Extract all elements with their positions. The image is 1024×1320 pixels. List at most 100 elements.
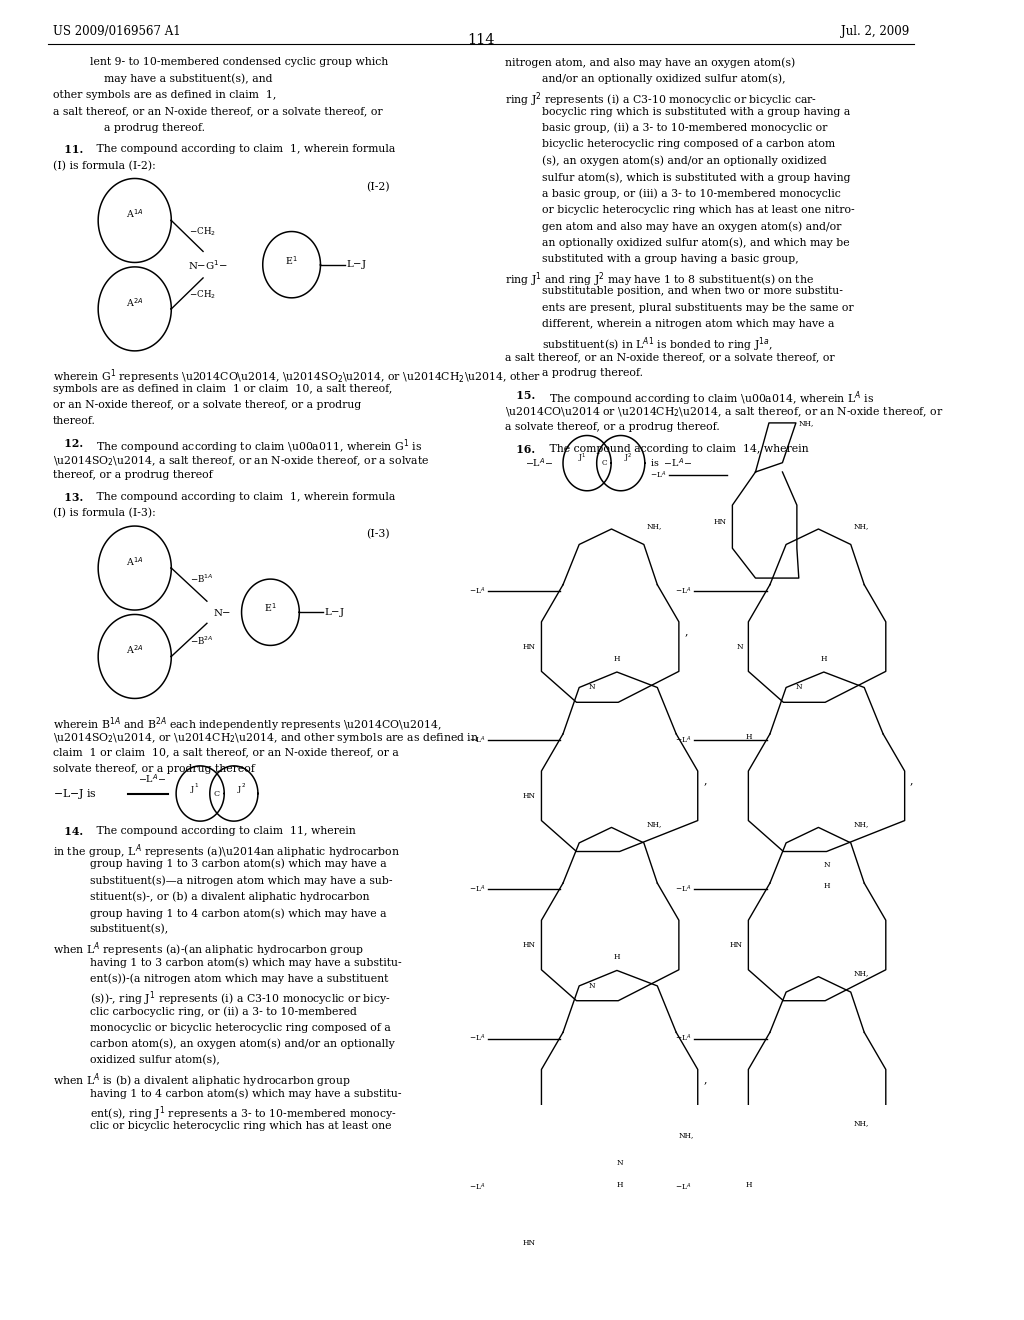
Text: $-$L$^A$: $-$L$^A$ (469, 1032, 484, 1044)
Text: (I-2): (I-2) (366, 182, 389, 193)
Text: substituent(s),: substituent(s), (89, 924, 169, 935)
Text: L$-$J: L$-$J (345, 259, 367, 271)
Text: N: N (616, 1159, 623, 1167)
Text: $-$L$^A$: $-$L$^A$ (649, 470, 666, 480)
Text: clic or bicyclic heterocyclic ring which has at least one: clic or bicyclic heterocyclic ring which… (89, 1121, 391, 1131)
Text: $-$L$^A$: $-$L$^A$ (676, 585, 692, 597)
Text: stituent(s)-, or (b) a divalent aliphatic hydrocarbon: stituent(s)-, or (b) a divalent aliphati… (89, 891, 369, 902)
Text: E$^1$: E$^1$ (286, 253, 298, 267)
Text: The compound according to claim \u00a014, wherein L$^A$ is: The compound according to claim \u00a014… (546, 389, 873, 408)
Text: J$^1$: J$^1$ (578, 451, 587, 466)
Text: H: H (745, 733, 752, 742)
Text: lent 9- to 10-membered condensed cyclic group which: lent 9- to 10-membered condensed cyclic … (89, 58, 388, 67)
Text: The compound according to claim  11, wherein: The compound according to claim 11, wher… (93, 826, 356, 837)
Text: a solvate thereof, or a prodrug thereof.: a solvate thereof, or a prodrug thereof. (505, 422, 720, 432)
Text: A$^{1A}$: A$^{1A}$ (126, 207, 143, 220)
Text: ,: , (684, 626, 688, 636)
Text: $-$CH$_2$: $-$CH$_2$ (188, 226, 216, 239)
Text: L$-$J: L$-$J (325, 606, 345, 619)
Text: N$-$: N$-$ (213, 607, 231, 618)
Text: NH,: NH, (853, 969, 868, 978)
Text: 114: 114 (467, 33, 495, 48)
Text: gen atom and also may have an oxygen atom(s) and/or: gen atom and also may have an oxygen ato… (542, 220, 841, 231)
Text: a salt thereof, or an N-oxide thereof, or a solvate thereof, or: a salt thereof, or an N-oxide thereof, o… (505, 352, 835, 362)
Text: 15.: 15. (505, 389, 536, 400)
Text: ring J$^1$ and ring J$^2$ may have 1 to 8 substituent(s) on the: ring J$^1$ and ring J$^2$ may have 1 to … (505, 271, 814, 289)
Text: ring J$^2$ represents (i) a C3-10 monocyclic or bicyclic car-: ring J$^2$ represents (i) a C3-10 monocy… (505, 90, 817, 108)
Text: N: N (823, 861, 829, 869)
Text: group having 1 to 3 carbon atom(s) which may have a: group having 1 to 3 carbon atom(s) which… (89, 859, 386, 870)
Text: $-$L$-$J is: $-$L$-$J is (53, 787, 96, 800)
Text: N: N (736, 643, 743, 651)
Text: HN: HN (523, 643, 536, 651)
Text: The compound according to claim  14, wherein: The compound according to claim 14, wher… (546, 444, 808, 454)
Text: US 2009/0169567 A1: US 2009/0169567 A1 (53, 25, 180, 38)
Text: substituent(s) in L$^{A1}$ is bonded to ring J$^{1a}$,: substituent(s) in L$^{A1}$ is bonded to … (542, 335, 772, 354)
Text: A$^{1A}$: A$^{1A}$ (126, 556, 143, 568)
Text: J$^2$: J$^2$ (625, 451, 633, 466)
Text: basic group, (ii) a 3- to 10-membered monocyclic or: basic group, (ii) a 3- to 10-membered mo… (542, 123, 827, 133)
Text: different, wherein a nitrogen atom which may have a: different, wherein a nitrogen atom which… (542, 319, 835, 329)
Text: substituted with a group having a basic group,: substituted with a group having a basic … (542, 253, 799, 264)
Text: NH,: NH, (853, 521, 868, 529)
Text: 16.: 16. (505, 444, 536, 454)
Text: N$-$G$^1$$-$: N$-$G$^1$$-$ (187, 257, 227, 272)
Text: Jul. 2, 2009: Jul. 2, 2009 (842, 25, 909, 38)
Text: clic carbocyclic ring, or (ii) a 3- to 10-membered: clic carbocyclic ring, or (ii) a 3- to 1… (89, 1006, 356, 1016)
Text: HN: HN (523, 941, 536, 949)
Text: ent(s), ring J$^1$ represents a 3- to 10-membered monocy-: ent(s), ring J$^1$ represents a 3- to 10… (89, 1105, 396, 1123)
Text: H: H (745, 1181, 752, 1189)
Text: $-$L$^A$$-$: $-$L$^A$$-$ (137, 772, 166, 784)
Text: is  $-$L$^A$$-$: is $-$L$^A$$-$ (649, 457, 691, 470)
Text: bicyclic heterocyclic ring composed of a carbon atom: bicyclic heterocyclic ring composed of a… (542, 139, 835, 149)
Text: other symbols are as defined in claim  1,: other symbols are as defined in claim 1, (53, 90, 276, 100)
Text: (I) is formula (I-3):: (I) is formula (I-3): (53, 508, 156, 519)
Text: $-$L$^A$: $-$L$^A$ (469, 1183, 484, 1193)
Text: NH,: NH, (679, 1131, 694, 1139)
Text: A$^{2A}$: A$^{2A}$ (126, 296, 143, 309)
Text: carbon atom(s), an oxygen atom(s) and/or an optionally: carbon atom(s), an oxygen atom(s) and/or… (89, 1039, 394, 1049)
Text: or an N-oxide thereof, or a solvate thereof, or a prodrug: or an N-oxide thereof, or a solvate ther… (53, 400, 361, 411)
Text: HN: HN (730, 941, 743, 949)
Text: N: N (589, 982, 595, 990)
Text: J$^1$: J$^1$ (189, 781, 199, 796)
Text: HN: HN (523, 792, 536, 800)
Text: The compound according to claim  1, wherein formula: The compound according to claim 1, where… (93, 492, 395, 502)
Text: a prodrug thereof.: a prodrug thereof. (542, 368, 643, 379)
Text: H: H (823, 883, 829, 891)
Text: substituent(s)—a nitrogen atom which may have a sub-: substituent(s)—a nitrogen atom which may… (89, 875, 392, 886)
Text: NH,: NH, (646, 820, 662, 829)
Text: bocyclic ring which is substituted with a group having a: bocyclic ring which is substituted with … (542, 107, 850, 116)
Text: NH,: NH, (799, 418, 814, 426)
Text: 13.: 13. (53, 492, 83, 503)
Text: group having 1 to 4 carbon atom(s) which may have a: group having 1 to 4 carbon atom(s) which… (89, 908, 386, 919)
Text: C: C (214, 789, 220, 797)
Text: $-$B$^{1A}$: $-$B$^{1A}$ (189, 573, 213, 585)
Text: a salt thereof, or an N-oxide thereof, or a solvate thereof, or: a salt thereof, or an N-oxide thereof, o… (53, 107, 383, 116)
Text: an optionally oxidized sulfur atom(s), and which may be: an optionally oxidized sulfur atom(s), a… (542, 238, 850, 248)
Text: $-$L$^A$: $-$L$^A$ (676, 1183, 692, 1193)
Text: \u2014SO$_2$\u2014, or \u2014CH$_2$\u2014, and other symbols are as defined in: \u2014SO$_2$\u2014, or \u2014CH$_2$\u201… (53, 731, 479, 746)
Text: symbols are as defined in claim  1 or claim  10, a salt thereof,: symbols are as defined in claim 1 or cla… (53, 384, 392, 393)
Text: wherein B$^{1A}$ and B$^{2A}$ each independently represents \u2014CO\u2014,: wherein B$^{1A}$ and B$^{2A}$ each indep… (53, 715, 441, 734)
Text: $-$L$^A$: $-$L$^A$ (469, 883, 484, 895)
Text: H: H (613, 953, 621, 961)
Text: $-$L$^A$: $-$L$^A$ (469, 585, 484, 597)
Text: thereof, or a prodrug thereof: thereof, or a prodrug thereof (53, 470, 213, 480)
Text: ,: , (703, 1073, 707, 1084)
Text: $-$L$^A$: $-$L$^A$ (676, 883, 692, 895)
Text: having 1 to 4 carbon atom(s) which may have a substitu-: having 1 to 4 carbon atom(s) which may h… (89, 1088, 401, 1098)
Text: The compound according to claim \u00a011, wherein G$^1$ is: The compound according to claim \u00a011… (93, 438, 423, 457)
Text: solvate thereof, or a prodrug thereof: solvate thereof, or a prodrug thereof (53, 764, 255, 774)
Text: ents are present, plural substituents may be the same or: ents are present, plural substituents ma… (542, 302, 853, 313)
Text: monocyclic or bicyclic heterocyclic ring composed of a: monocyclic or bicyclic heterocyclic ring… (89, 1023, 390, 1032)
Text: $-$CH$_2$: $-$CH$_2$ (188, 289, 216, 301)
Text: sulfur atom(s), which is substituted with a group having: sulfur atom(s), which is substituted wit… (542, 172, 850, 182)
Text: and/or an optionally oxidized sulfur atom(s),: and/or an optionally oxidized sulfur ato… (542, 74, 785, 84)
Text: E$^1$: E$^1$ (264, 602, 276, 614)
Text: oxidized sulfur atom(s),: oxidized sulfur atom(s), (89, 1055, 219, 1065)
Text: (s))-, ring J$^1$ represents (i) a C3-10 monocyclic or bicy-: (s))-, ring J$^1$ represents (i) a C3-10… (89, 990, 390, 1008)
Text: a basic group, or (iii) a 3- to 10-membered monocyclic: a basic group, or (iii) a 3- to 10-membe… (542, 189, 841, 199)
Text: H: H (613, 655, 621, 663)
Text: in the group, L$^A$ represents (a)\u2014an aliphatic hydrocarbon: in the group, L$^A$ represents (a)\u2014… (53, 842, 400, 861)
